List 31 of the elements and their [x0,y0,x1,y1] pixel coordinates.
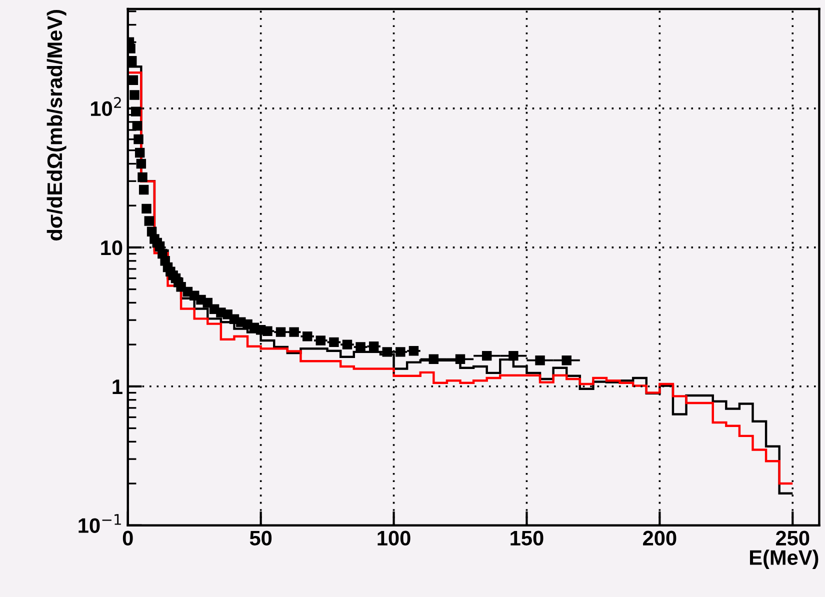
point [482,350,492,361]
y-tick-label: 10 [101,240,122,256]
y-axis-title: dσ/dEdΩ(mb/srad/MeV) [46,10,66,240]
point [128,56,137,66]
x-tick-label: 150 [510,530,544,546]
point [142,204,152,214]
x-tick-label: 200 [643,530,676,546]
y-tick-label: 10$^{−1}$ [78,514,121,533]
point [132,120,142,131]
point [138,184,149,195]
y-tick-label: 10$^{2}$ [90,97,121,116]
point [428,354,439,364]
point [535,355,545,366]
point [455,354,466,364]
x-tick-label: 100 [378,530,410,546]
point [136,158,146,169]
point [130,90,140,100]
point [508,350,518,361]
x-tick-label: 50 [250,530,272,546]
point [134,134,144,144]
point [138,172,148,182]
y-tick-label: 1 [112,380,122,394]
point [130,106,141,116]
point [144,216,154,226]
point [302,332,312,342]
point [562,355,572,366]
x-tick-label: 0 [122,530,133,546]
x-axis-title: E(MeV) [750,550,818,570]
point [134,148,145,158]
point [128,75,138,85]
x-tick-label: 250 [776,530,810,546]
